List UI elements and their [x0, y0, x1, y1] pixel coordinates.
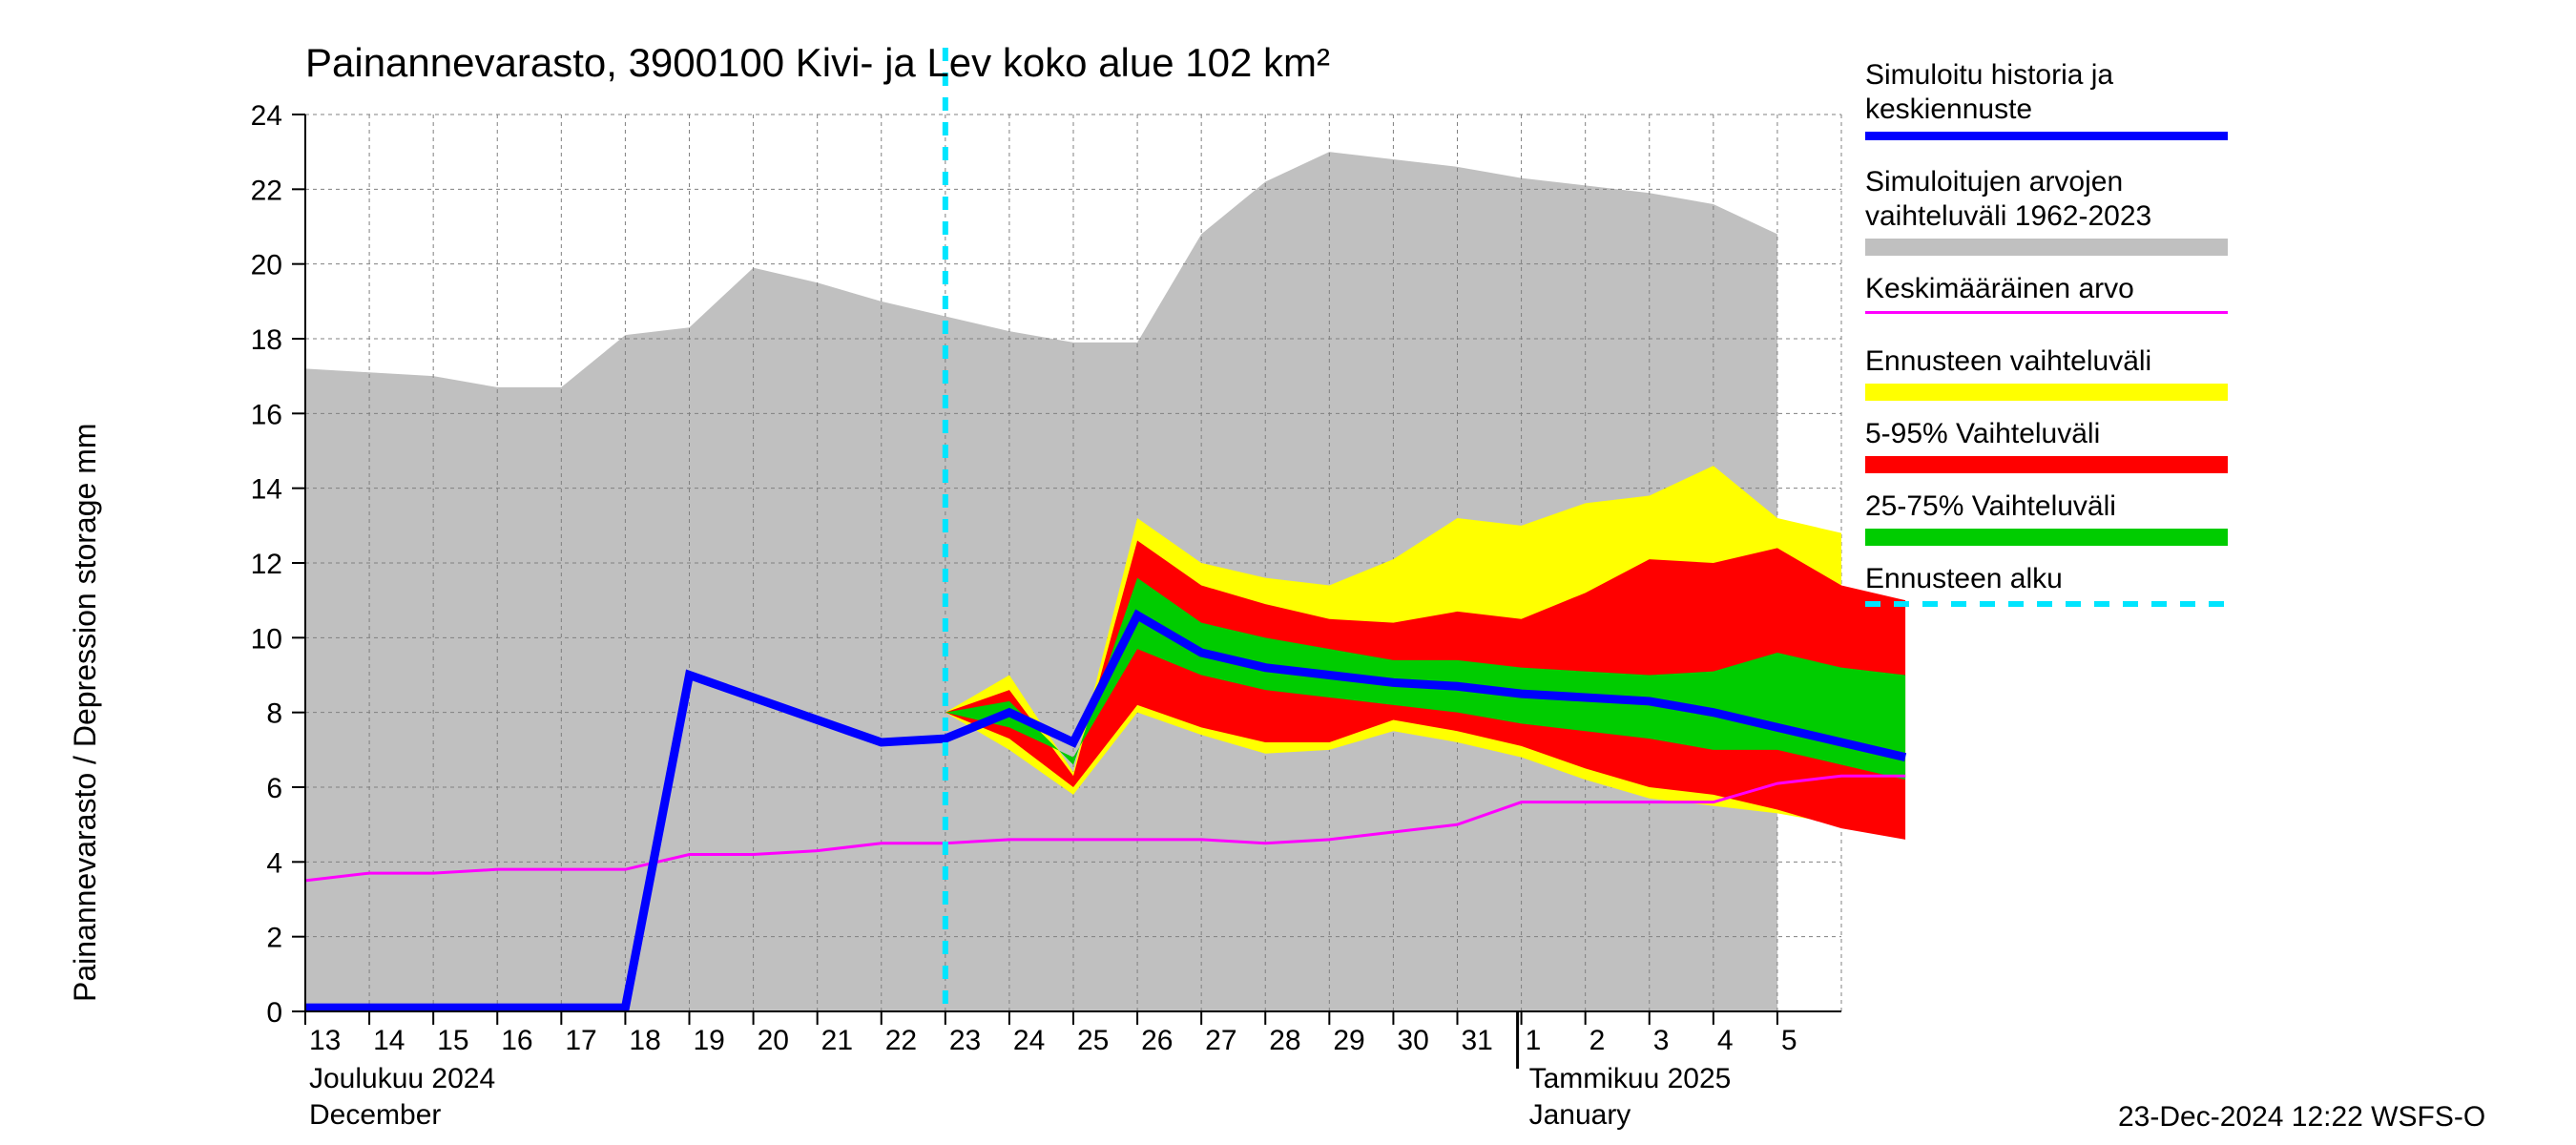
y-tick-label: 12: [251, 549, 282, 580]
x-tick-label: 30: [1397, 1025, 1428, 1056]
legend-label: Simuloitu historia ja: [1865, 59, 2113, 91]
legend-swatch: [1865, 239, 2228, 256]
x-tick-label: 31: [1462, 1025, 1493, 1056]
y-tick-label: 24: [251, 100, 282, 132]
legend-swatch: [1865, 384, 2228, 401]
x-tick-label: 17: [565, 1025, 596, 1056]
y-tick-label: 16: [251, 399, 282, 430]
x-tick-label: 16: [501, 1025, 532, 1056]
y-tick-label: 20: [251, 250, 282, 281]
legend-label: Ennusteen alku: [1865, 563, 2063, 594]
y-tick-label: 0: [266, 997, 282, 1029]
month-left-en: December: [309, 1099, 441, 1131]
y-tick-label: 8: [266, 698, 282, 730]
legend-label: vaihteluväli 1962-2023: [1865, 200, 2151, 232]
x-tick-label: 3: [1653, 1025, 1670, 1056]
chart-container: 0246810121416182022241314151617181920212…: [0, 0, 2576, 1145]
legend-swatch: [1865, 529, 2228, 546]
x-tick-label: 22: [885, 1025, 917, 1056]
legend-label: Keskimääräinen arvo: [1865, 273, 2134, 304]
legend-swatch: [1865, 456, 2228, 473]
y-tick-label: 2: [266, 923, 282, 954]
x-tick-label: 27: [1205, 1025, 1236, 1056]
y-tick-label: 22: [251, 175, 282, 206]
legend-label: 25-75% Vaihteluväli: [1865, 490, 2116, 522]
y-tick-label: 10: [251, 623, 282, 655]
month-right-fi: Tammikuu 2025: [1529, 1063, 1732, 1094]
month-right-en: January: [1529, 1099, 1631, 1131]
x-tick-label: 19: [694, 1025, 725, 1056]
x-tick-label: 25: [1077, 1025, 1109, 1056]
chart-svg: 0246810121416182022241314151617181920212…: [0, 0, 2576, 1145]
y-tick-label: 14: [251, 474, 282, 506]
x-tick-label: 13: [309, 1025, 341, 1056]
x-tick-label: 2: [1589, 1025, 1606, 1056]
x-tick-label: 26: [1141, 1025, 1173, 1056]
x-tick-label: 29: [1333, 1025, 1364, 1056]
y-tick-label: 6: [266, 773, 282, 804]
footer-timestamp: 23-Dec-2024 12:22 WSFS-O: [2118, 1101, 2485, 1133]
x-tick-label: 23: [949, 1025, 981, 1056]
y-tick-label: 18: [251, 324, 282, 356]
legend-label: Simuloitujen arvojen: [1865, 166, 2123, 198]
x-tick-label: 21: [821, 1025, 853, 1056]
legend-label: 5-95% Vaihteluväli: [1865, 418, 2100, 449]
x-tick-label: 15: [437, 1025, 468, 1056]
x-tick-label: 28: [1269, 1025, 1300, 1056]
x-tick-label: 24: [1013, 1025, 1045, 1056]
x-tick-label: 20: [758, 1025, 789, 1056]
chart-title: Painannevarasto, 3900100 Kivi- ja Lev ko…: [305, 40, 1330, 85]
x-tick-label: 18: [629, 1025, 660, 1056]
legend-label: Ennusteen vaihteluväli: [1865, 345, 2151, 377]
y-tick-label: 4: [266, 847, 282, 879]
legend-label: keskiennuste: [1865, 94, 2032, 125]
x-tick-label: 5: [1781, 1025, 1797, 1056]
x-tick-label: 1: [1526, 1025, 1542, 1056]
x-tick-label: 4: [1717, 1025, 1734, 1056]
y-axis-label: Painannevarasto / Depression storage mm: [68, 423, 102, 1002]
x-tick-label: 14: [373, 1025, 405, 1056]
month-left-fi: Joulukuu 2024: [309, 1063, 495, 1094]
